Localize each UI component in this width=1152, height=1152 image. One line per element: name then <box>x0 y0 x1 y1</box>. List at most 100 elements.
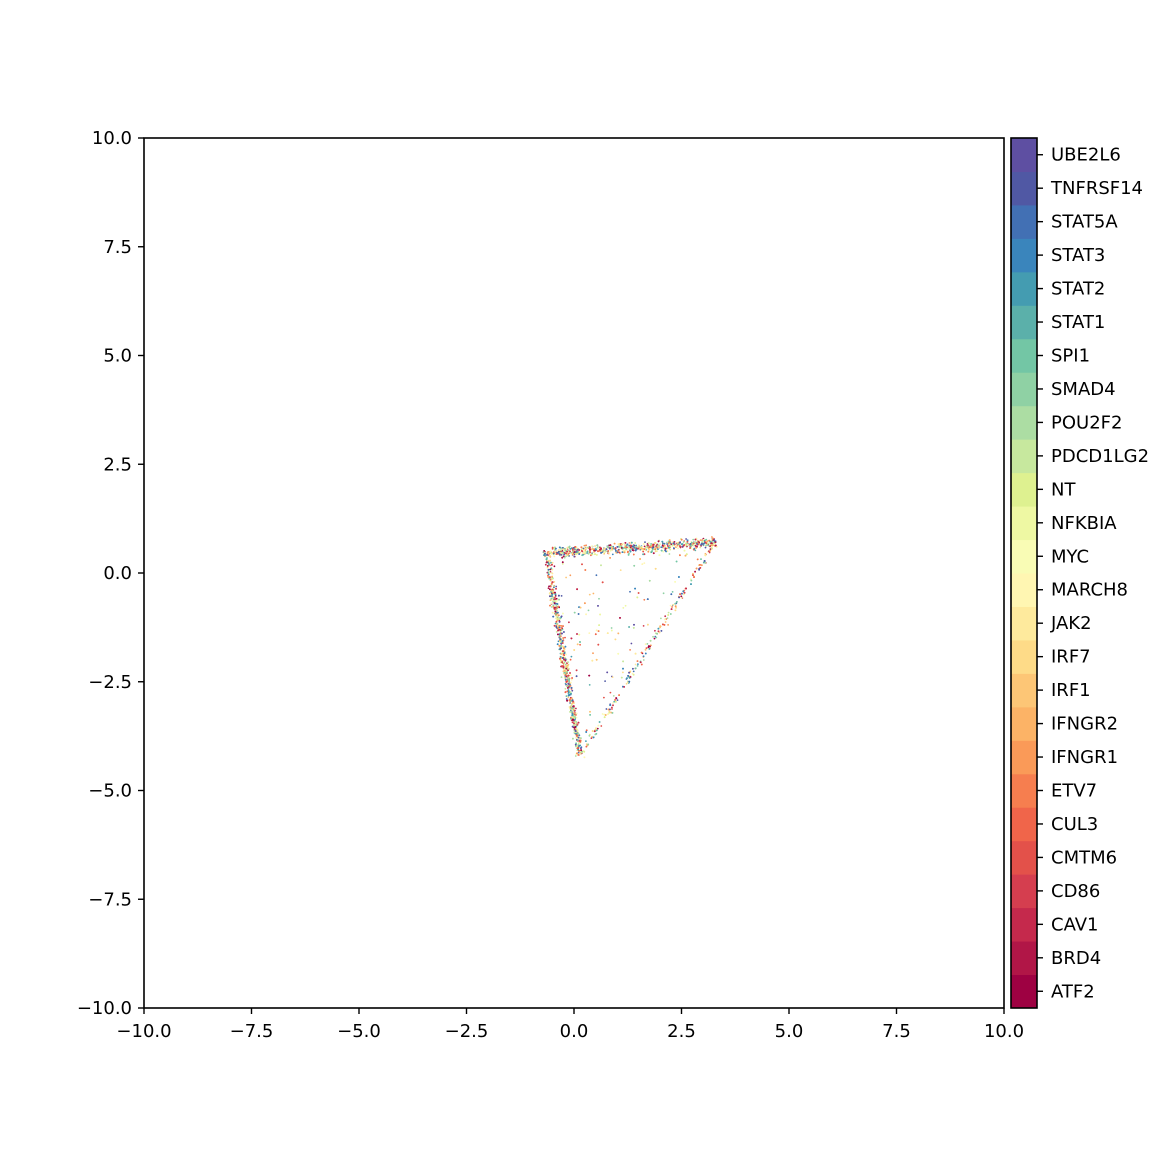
scatter-point <box>707 542 710 545</box>
scatter-point <box>561 632 563 635</box>
scatter-point <box>629 542 632 545</box>
scatter-point <box>576 729 579 732</box>
scatter-point <box>610 629 613 632</box>
scatter-point <box>576 588 578 591</box>
scatter-point <box>551 582 553 585</box>
scatter-point <box>654 546 657 549</box>
scatter-point <box>652 635 654 638</box>
scatter-point <box>662 623 664 626</box>
scatter-point <box>620 543 623 546</box>
scatter-point <box>569 702 571 704</box>
scatter-point <box>565 681 568 683</box>
scatter-point <box>564 691 567 694</box>
scatter-point <box>710 540 713 543</box>
scatter-point <box>622 671 624 674</box>
scatter-point <box>554 549 556 551</box>
scatter-point <box>571 677 573 679</box>
scatter-point <box>562 645 564 648</box>
scatter-point <box>699 564 701 566</box>
scatter-point <box>668 553 671 555</box>
scatter-point <box>704 562 707 564</box>
scatter-point <box>695 567 698 570</box>
scatter-point <box>601 581 604 584</box>
scatter-point <box>663 618 666 621</box>
scatter-point <box>551 563 553 566</box>
scatter-point <box>679 545 681 547</box>
scatter-point <box>554 595 557 597</box>
scatter-point <box>577 721 580 724</box>
scatter-point <box>654 629 656 632</box>
scatter-point <box>663 544 666 547</box>
scatter-point <box>562 670 565 673</box>
scatter-point <box>577 736 580 739</box>
scatter-point <box>584 552 587 555</box>
scatter-point <box>639 661 642 664</box>
scatter-point <box>549 550 552 553</box>
scatter-point <box>663 542 666 545</box>
scatter-point <box>660 630 663 632</box>
scatter-point <box>576 735 578 737</box>
scatter-point <box>551 599 554 602</box>
scatter-point <box>644 648 647 651</box>
scatter-point <box>609 547 611 550</box>
scatter-point <box>563 649 566 651</box>
colorbar-label: IRF1 <box>1051 680 1091 701</box>
scatter-point <box>566 554 568 556</box>
scatter-point <box>674 605 677 608</box>
y-axis: 10.0 7.5 5.0 2.5 0.0 −2.5 −5.0 −7.5 −10.0 <box>77 128 144 1019</box>
scatter-point <box>563 631 565 633</box>
scatter-point <box>705 542 708 545</box>
scatter-point <box>692 572 694 575</box>
scatter-point <box>657 630 660 633</box>
scatter-point <box>569 674 572 676</box>
scatter-point <box>636 665 639 667</box>
scatter-point <box>549 585 552 588</box>
x-tick-label: −10.0 <box>116 1021 171 1042</box>
scatter-point <box>683 593 685 596</box>
scatter-point <box>651 544 654 546</box>
scatter-point <box>580 749 583 752</box>
scatter-point <box>637 663 639 665</box>
y-tick-label: −2.5 <box>88 672 132 693</box>
scatter-point <box>573 611 576 614</box>
scatter-point <box>682 544 685 547</box>
scatter-point <box>629 546 632 549</box>
scatter-point <box>567 689 570 691</box>
scatter-point <box>613 542 616 545</box>
scatter-point <box>709 549 712 552</box>
scatter-point <box>584 569 587 571</box>
scatter-point <box>558 620 561 623</box>
scatter-point <box>648 645 650 647</box>
scatter-point <box>704 554 707 556</box>
scatter-point <box>566 546 569 549</box>
scatter-point <box>548 592 551 594</box>
scatter-point <box>681 543 683 545</box>
scatter-point <box>622 542 624 545</box>
scatter-point <box>550 595 553 597</box>
scatter-point <box>668 546 670 549</box>
scatter-point <box>676 601 678 603</box>
scatter-point <box>588 593 591 596</box>
scatter-point <box>696 558 699 561</box>
scatter-point <box>558 553 561 555</box>
x-axis: −10.0 −7.5 −5.0 −2.5 0.0 2.5 5.0 7.5 10.0 <box>116 1008 1024 1042</box>
scatter-point <box>690 583 692 585</box>
scatter-point <box>572 737 574 740</box>
scatter-point <box>576 752 578 755</box>
scatter-point <box>547 568 550 571</box>
scatter-point <box>620 547 623 549</box>
scatter-point <box>555 620 558 623</box>
scatter-point <box>552 552 555 555</box>
scatter-point <box>574 546 577 548</box>
scatter-point <box>629 550 632 553</box>
scatter-point <box>658 631 661 634</box>
colorbar-label: ETV7 <box>1051 781 1097 802</box>
scatter-point <box>591 545 593 548</box>
scatter-point <box>554 608 556 611</box>
scatter-point <box>560 645 563 647</box>
scatter-point <box>667 540 670 543</box>
scatter-point <box>564 656 566 659</box>
scatter-point <box>637 592 640 594</box>
scatter-point <box>634 549 637 552</box>
scatter-point <box>561 657 564 659</box>
